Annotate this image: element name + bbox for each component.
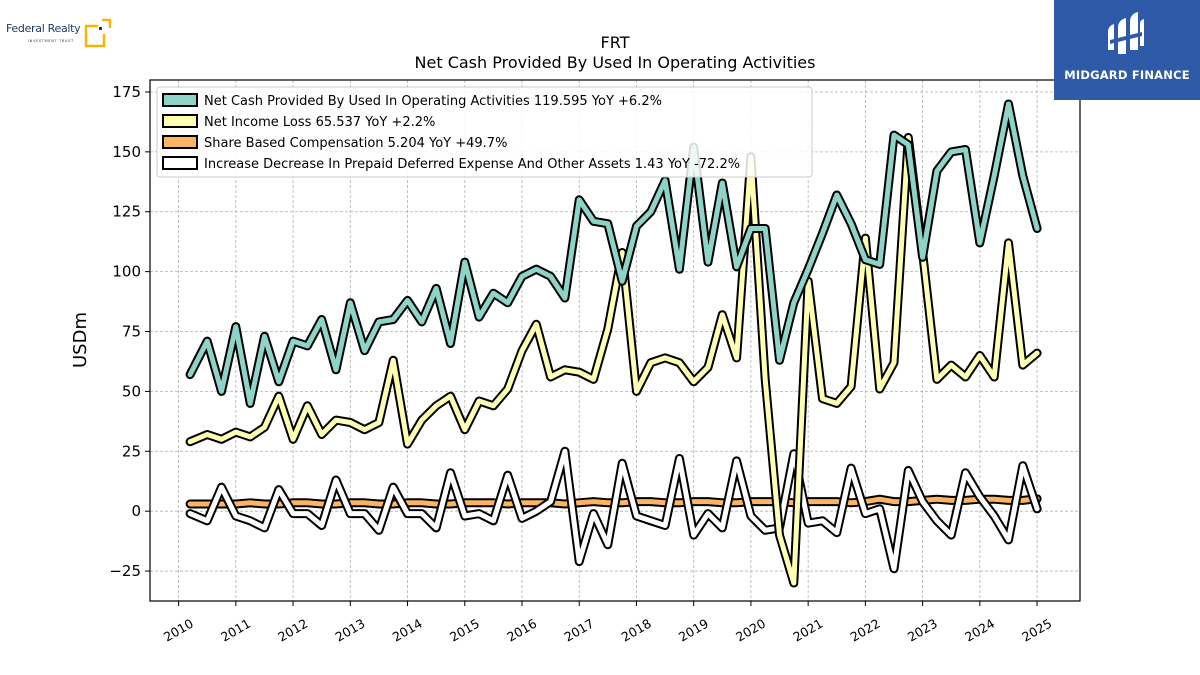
legend-entry: Net Cash Provided By Used In Operating A…: [204, 94, 662, 109]
legend-swatch: [162, 156, 198, 170]
legend-swatch: [162, 114, 198, 128]
legend-swatch: [162, 135, 198, 149]
x-tick-label: 2011: [218, 616, 253, 645]
legend-entry: Share Based Compensation 5.204 YoY +49.7…: [204, 136, 507, 151]
series-line-increase-decrease-in-prepaid-deferred-expense-and-other-assets: [187, 448, 1040, 572]
x-tick-label: 2014: [390, 616, 425, 645]
legend: Net Cash Provided By Used In Operating A…: [156, 86, 813, 178]
federal-realty-logo: Federal Realty INVESTMENT TRUST: [4, 14, 116, 56]
brand-left-subtitle: INVESTMENT TRUST: [28, 39, 74, 43]
y-tick-label: 150: [112, 143, 141, 161]
y-tick-label: 50: [122, 382, 141, 400]
plot-frame: [149, 79, 1081, 602]
x-tick-label: 2012: [275, 616, 310, 645]
y-tick-label: 75: [122, 323, 141, 341]
x-tick-label: 2020: [733, 616, 768, 645]
midgard-finance-logo: MIDGARD FINANCE: [1054, 0, 1200, 100]
x-tick-label: 2024: [962, 616, 997, 645]
y-axis-label: USDm: [70, 312, 91, 368]
series-group: [185, 99, 1042, 588]
legend-entry: Increase Decrease In Prepaid Deferred Ex…: [204, 157, 740, 172]
brand-left-name: Federal Realty: [6, 22, 81, 35]
y-tick-label: −25: [109, 562, 141, 580]
x-tick-label: 2013: [333, 616, 368, 645]
x-tick-label: 2017: [561, 616, 596, 645]
y-tick-label: 100: [112, 263, 141, 281]
legend-swatch: [162, 93, 198, 107]
x-tick-label: 2015: [447, 616, 482, 645]
x-tick-label: 2016: [504, 616, 539, 645]
y-tick-label: 25: [122, 442, 141, 460]
x-tick-label: 2022: [848, 616, 883, 645]
x-tick-label: 2021: [790, 616, 825, 645]
x-tick-label: 2025: [1019, 616, 1054, 645]
chart-subtitle: Net Cash Provided By Used In Operating A…: [415, 53, 816, 72]
x-tick-label: 2010: [161, 616, 196, 645]
legend-entry: Net Income Loss 65.537 YoY +2.2%: [204, 115, 435, 130]
chart-title: FRT: [601, 33, 630, 52]
series-line-net-cash-provided-by-used-in-operating-activities: [187, 101, 1040, 406]
y-tick-label: 125: [112, 203, 141, 221]
midgard-monogram-icon: [1108, 12, 1144, 54]
square-bracket-logo-icon: [84, 18, 112, 48]
series-line-net-income-loss: [187, 135, 1040, 586]
legend-box: [156, 86, 813, 178]
y-tick-label: 175: [112, 83, 141, 101]
x-tick-label: 2019: [676, 616, 711, 645]
brand-right-name: MIDGARD FINANCE: [1064, 68, 1190, 82]
x-tick-label: 2018: [619, 616, 654, 645]
x-tick-label: 2023: [905, 616, 940, 645]
y-tick-label: 0: [131, 502, 141, 520]
